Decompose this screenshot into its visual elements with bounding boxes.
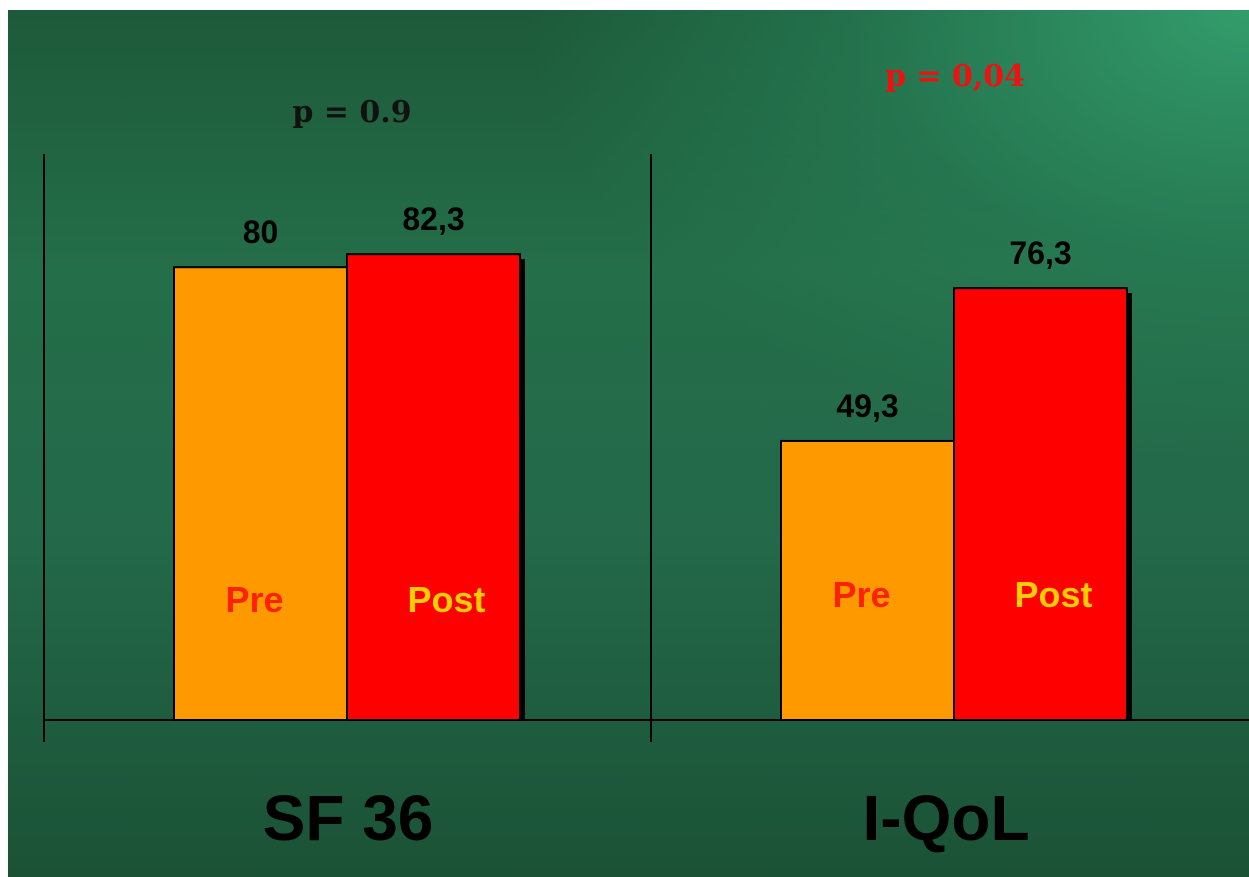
bar-post-2 xyxy=(953,287,1128,721)
data-label: 82,3 xyxy=(402,201,464,237)
category-label: I-QoL xyxy=(862,782,1029,854)
data-label: 80 xyxy=(243,214,279,250)
data-label: 49,3 xyxy=(836,388,898,424)
p-value-annotation: p = 0,04 xyxy=(885,59,1025,94)
bar-inner-label: Pre xyxy=(225,579,283,620)
bar-pre-1 xyxy=(173,266,348,721)
bar-post-1 xyxy=(346,253,521,721)
p-value-annotation: p = 0.9 xyxy=(292,95,411,130)
bar-inner-label: Post xyxy=(1014,574,1092,615)
bar-inner-label: Pre xyxy=(832,574,890,615)
bar-pre-2 xyxy=(780,439,955,721)
category-label: SF 36 xyxy=(263,782,434,854)
bar-inner-label: Post xyxy=(407,579,485,620)
data-label: 76,3 xyxy=(1009,235,1071,271)
